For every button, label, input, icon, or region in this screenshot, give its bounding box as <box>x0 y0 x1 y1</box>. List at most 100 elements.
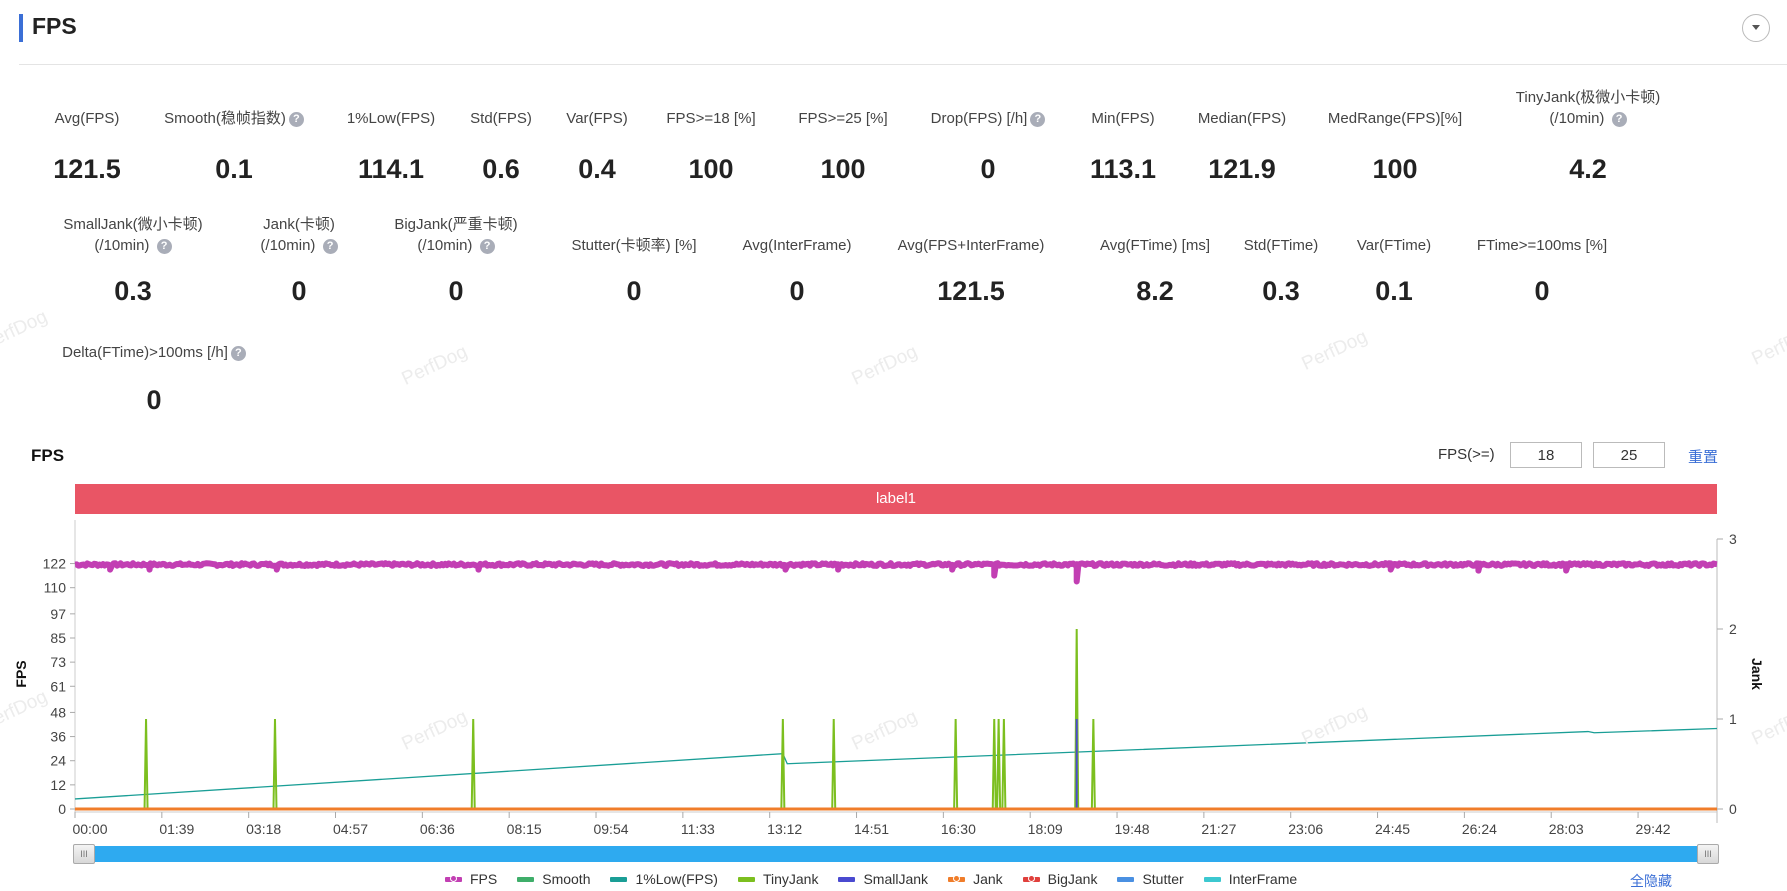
stat-value: 0.1 <box>1375 276 1413 306</box>
stat-value: 0.3 <box>114 276 152 306</box>
legend-item-tinyjank[interactable]: TinyJank <box>737 871 818 887</box>
help-icon[interactable]: ? <box>156 238 172 254</box>
help-icon[interactable]: ? <box>322 238 338 254</box>
scroll-handle-right[interactable]: III <box>1697 844 1719 864</box>
tinyjank-spike <box>780 718 786 810</box>
stat-label: FPS>=18 [%] <box>666 110 756 127</box>
stat-value: 8.2 <box>1136 276 1174 306</box>
y-tick-label: 12 <box>50 777 66 793</box>
x-tick-label: 19:48 <box>1115 821 1150 837</box>
legend-item-interframe[interactable]: InterFrame <box>1203 871 1297 887</box>
fps-dip-point <box>1388 567 1394 573</box>
legend-item-smalljank[interactable]: SmallJank <box>838 871 928 887</box>
legend-swatch-icon <box>445 874 462 882</box>
fps-dip-point <box>1475 568 1481 574</box>
stat-label: Avg(FPS) <box>54 110 120 127</box>
stat-ftime-100ms: FTime>=100ms [%] 0 <box>1432 235 1652 306</box>
y-tick-label: 97 <box>50 606 66 622</box>
x-tick-label: 21:27 <box>1201 821 1236 837</box>
x-tick-label: 14:51 <box>854 821 889 837</box>
stat-label: Drop(FPS) [/h]? <box>878 108 1098 129</box>
reset-button[interactable]: 重置 <box>1688 449 1719 466</box>
fps-threshold-2-input[interactable] <box>1593 442 1665 468</box>
x-tick-label: 09:54 <box>593 821 628 837</box>
stat-label: Stutter(卡顿率) [%] <box>571 237 697 254</box>
fps-dip-point <box>835 567 841 573</box>
x-tick-label: 26:24 <box>1462 821 1497 837</box>
stat-label: Smooth(稳帧指数)? <box>124 108 344 129</box>
fps-dip-point <box>991 573 997 579</box>
stat-label: TinyJank(极微小卡顿) <box>1515 89 1661 106</box>
stat-median-fps: Median(FPS) 121.9 <box>1132 108 1352 184</box>
stat-value: 121.9 <box>1208 154 1276 184</box>
stat-label: MedRange(FPS)[%] <box>1327 110 1463 127</box>
y-tick-label: 122 <box>43 556 67 572</box>
tinyjank-spike <box>996 718 1002 810</box>
fps-threshold-label: FPS(>=) <box>1438 446 1495 463</box>
stat-std-ftime: Std(FTime) 0.3 <box>1171 235 1391 306</box>
stat-label: Avg(FPS+InterFrame) <box>897 237 1045 254</box>
y2-tick-label: 0 <box>1729 801 1737 817</box>
label-bar[interactable]: label1 <box>75 484 1717 514</box>
stat-medrange-fps: MedRange(FPS)[%] 100 <box>1285 108 1505 184</box>
chart-legend: FPS Smooth 1%Low(FPS) TinyJank SmallJank Jank… <box>445 871 1297 887</box>
legend-item-stutter[interactable]: Stutter <box>1117 871 1184 887</box>
stat-label: Std(FPS) <box>470 110 532 127</box>
stat-label-unit: (/10min) ? <box>346 235 566 256</box>
stat-value: 121.5 <box>937 276 1005 306</box>
stat-label: 1%Low(FPS) <box>346 110 436 127</box>
legend-item-smooth[interactable]: Smooth <box>517 871 590 887</box>
collapse-button[interactable] <box>1742 14 1770 42</box>
scroll-handle-left[interactable]: III <box>73 844 95 864</box>
hide-all-button[interactable]: 全隐藏 <box>1630 873 1672 889</box>
legend-item-fps[interactable]: FPS <box>445 871 497 887</box>
title-accent-bar <box>19 14 23 42</box>
stat-label: Min(FPS) <box>1091 110 1155 127</box>
y-tick-label: 110 <box>44 580 67 596</box>
stat-avg-ftime-ms: Avg(FTime) [ms] 8.2 <box>1045 235 1265 306</box>
stat-label-unit: (/10min) ? <box>1478 108 1698 129</box>
legend-item-jank[interactable]: Jank <box>948 871 1003 887</box>
legend-swatch-icon <box>1022 874 1040 882</box>
fps-dip-point <box>1563 568 1569 574</box>
stat-drop-fps-h: Drop(FPS) [/h]? 0 <box>878 108 1098 184</box>
x-tick-label: 01:39 <box>159 821 194 837</box>
fps-dip-point <box>475 567 481 573</box>
time-range-scrollbar[interactable]: III III <box>73 844 1719 864</box>
help-icon[interactable]: ? <box>1030 111 1046 127</box>
legend-item-bigjank[interactable]: BigJank <box>1022 871 1097 887</box>
stat-label: Avg(InterFrame) <box>742 237 852 254</box>
stat-label: SmallJank(微小卡顿) <box>63 216 203 233</box>
help-icon[interactable]: ? <box>288 111 304 127</box>
fps-threshold-1-input[interactable] <box>1510 442 1582 468</box>
divider <box>19 64 1787 65</box>
x-tick-label: 03:18 <box>246 821 281 837</box>
legend-item-1-low-fps-[interactable]: 1%Low(FPS) <box>610 871 718 887</box>
fps-dip-point <box>107 567 113 573</box>
stat-var-fps: Var(FPS) 0.4 <box>487 108 707 184</box>
stat-value: 0.4 <box>578 154 616 184</box>
help-icon[interactable]: ? <box>1611 111 1627 127</box>
stat-min-fps: Min(FPS) 113.1 <box>1013 108 1233 184</box>
stat-1-low-fps: 1%Low(FPS) 114.1 <box>281 108 501 184</box>
x-tick-label: 24:45 <box>1375 821 1410 837</box>
stat-std-fps: Std(FPS) 0.6 <box>391 108 611 184</box>
stat-label: Delta(FTime)>100ms [/h]? <box>44 342 264 363</box>
chevron-down-icon <box>1752 25 1760 30</box>
stat-label: Jank(卡顿) <box>263 216 335 233</box>
watermark: PerfDog <box>398 341 471 390</box>
stat-label: FTime>=100ms [%] <box>1476 237 1608 254</box>
series-fps-line <box>73 560 1719 585</box>
x-tick-label: 06:36 <box>420 821 455 837</box>
tinyjank-spike <box>991 718 997 810</box>
help-icon[interactable]: ? <box>230 345 246 361</box>
stat-value: 114.1 <box>357 154 425 184</box>
stat-label-unit: (/10min) ? <box>189 235 409 256</box>
stat-delta-ftime-100ms-h: Delta(FTime)>100ms [/h]? 0 <box>44 342 264 415</box>
y-tick-label: 36 <box>50 729 66 745</box>
legend-swatch-icon <box>737 876 755 882</box>
stat-jank: Jank(卡顿) (/10min) ? 0 <box>189 214 409 306</box>
help-icon[interactable]: ? <box>479 238 495 254</box>
legend-swatch-icon <box>517 876 535 882</box>
